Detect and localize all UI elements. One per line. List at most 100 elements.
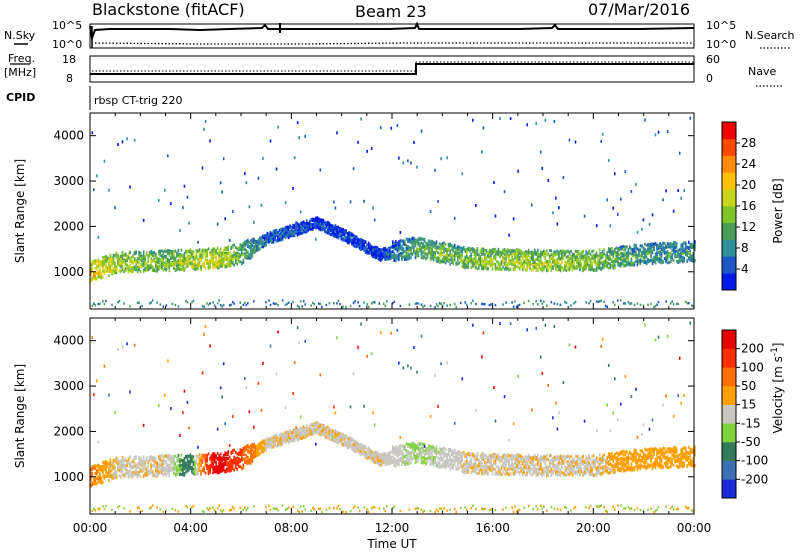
power-point	[90, 263, 92, 267]
velocity-point	[112, 466, 115, 470]
power-point	[491, 251, 494, 255]
power-point	[171, 263, 174, 267]
power-point	[111, 303, 113, 307]
power-point	[541, 261, 544, 265]
power-point	[99, 302, 101, 306]
power-point	[417, 237, 420, 241]
power-point	[399, 245, 402, 249]
power-point	[241, 261, 243, 265]
power-point	[413, 241, 415, 245]
power-point	[114, 271, 116, 275]
power-point	[271, 237, 273, 241]
power-point	[301, 224, 303, 228]
power-point	[398, 258, 400, 262]
power-point	[496, 267, 498, 271]
power-point	[342, 238, 344, 242]
power-point	[526, 268, 528, 272]
velocity-point	[130, 464, 133, 468]
power-point	[183, 184, 186, 188]
power-point	[440, 246, 442, 250]
power-point	[102, 260, 104, 264]
power-point	[357, 301, 359, 304]
power-point	[601, 266, 604, 270]
power-point	[681, 248, 684, 252]
velocity-point	[115, 470, 118, 474]
velocity-point	[112, 464, 115, 468]
velocity-point	[129, 455, 131, 459]
velocity-point	[133, 343, 136, 347]
power-point	[248, 252, 251, 256]
power-point	[672, 258, 675, 262]
power-point	[363, 243, 365, 247]
power-point	[623, 248, 625, 252]
power-point	[219, 257, 222, 261]
velocity-point	[126, 459, 128, 463]
power-point	[212, 256, 214, 260]
power-point	[429, 209, 432, 213]
power-point	[287, 301, 290, 304]
power-point	[168, 251, 171, 255]
power-point	[479, 258, 482, 262]
power-point	[402, 161, 405, 165]
power-point	[648, 222, 651, 226]
power-point	[142, 261, 145, 265]
power-point	[213, 247, 216, 251]
power-point	[558, 258, 560, 262]
velocity-point	[130, 472, 133, 476]
power-point	[555, 196, 557, 200]
power-point	[656, 257, 658, 261]
power-point	[271, 233, 273, 237]
power-point	[630, 258, 633, 262]
power-point	[321, 224, 323, 228]
velocity-point	[103, 460, 106, 464]
power-point	[123, 260, 125, 264]
noise-left-tick-high: 10^5	[52, 19, 82, 32]
power-point	[364, 240, 367, 244]
power-point	[399, 242, 402, 246]
power-point	[604, 304, 607, 308]
power-point	[559, 303, 562, 306]
power-point	[311, 217, 314, 221]
velocity-point	[111, 465, 113, 469]
power-point	[168, 265, 171, 269]
velocity-point	[118, 504, 121, 508]
power-point	[293, 234, 296, 238]
power-point	[114, 206, 116, 210]
velocity-point	[135, 473, 137, 477]
power-point	[413, 250, 415, 254]
velocity-point	[124, 472, 127, 476]
power-point	[185, 258, 187, 262]
power-point	[616, 212, 619, 216]
power-point	[461, 172, 464, 176]
power-point	[225, 251, 228, 255]
power-point	[662, 241, 664, 245]
power-point	[302, 223, 305, 227]
power-point	[535, 251, 538, 255]
power-point	[216, 222, 219, 226]
power-point	[292, 226, 294, 230]
power-point	[497, 247, 500, 251]
power-point	[423, 239, 426, 243]
power-point	[103, 271, 106, 275]
power-point	[228, 264, 231, 268]
velocity-point	[99, 476, 101, 480]
velocity-point	[108, 467, 110, 471]
velocity-point	[165, 464, 168, 468]
power-point	[349, 304, 352, 308]
power-point	[150, 261, 152, 265]
power-point	[331, 232, 334, 236]
power-point	[221, 253, 223, 257]
power-point	[231, 258, 234, 262]
power-point	[188, 255, 190, 259]
power-point	[183, 262, 186, 266]
power-point	[524, 250, 527, 254]
power-point	[413, 236, 415, 240]
power-point	[221, 263, 223, 267]
power-point	[334, 230, 337, 234]
power-point	[97, 235, 100, 239]
power-point	[373, 245, 376, 249]
power-point	[512, 249, 515, 253]
power-point	[310, 304, 313, 307]
power-point	[586, 262, 589, 266]
power-point	[653, 257, 655, 261]
